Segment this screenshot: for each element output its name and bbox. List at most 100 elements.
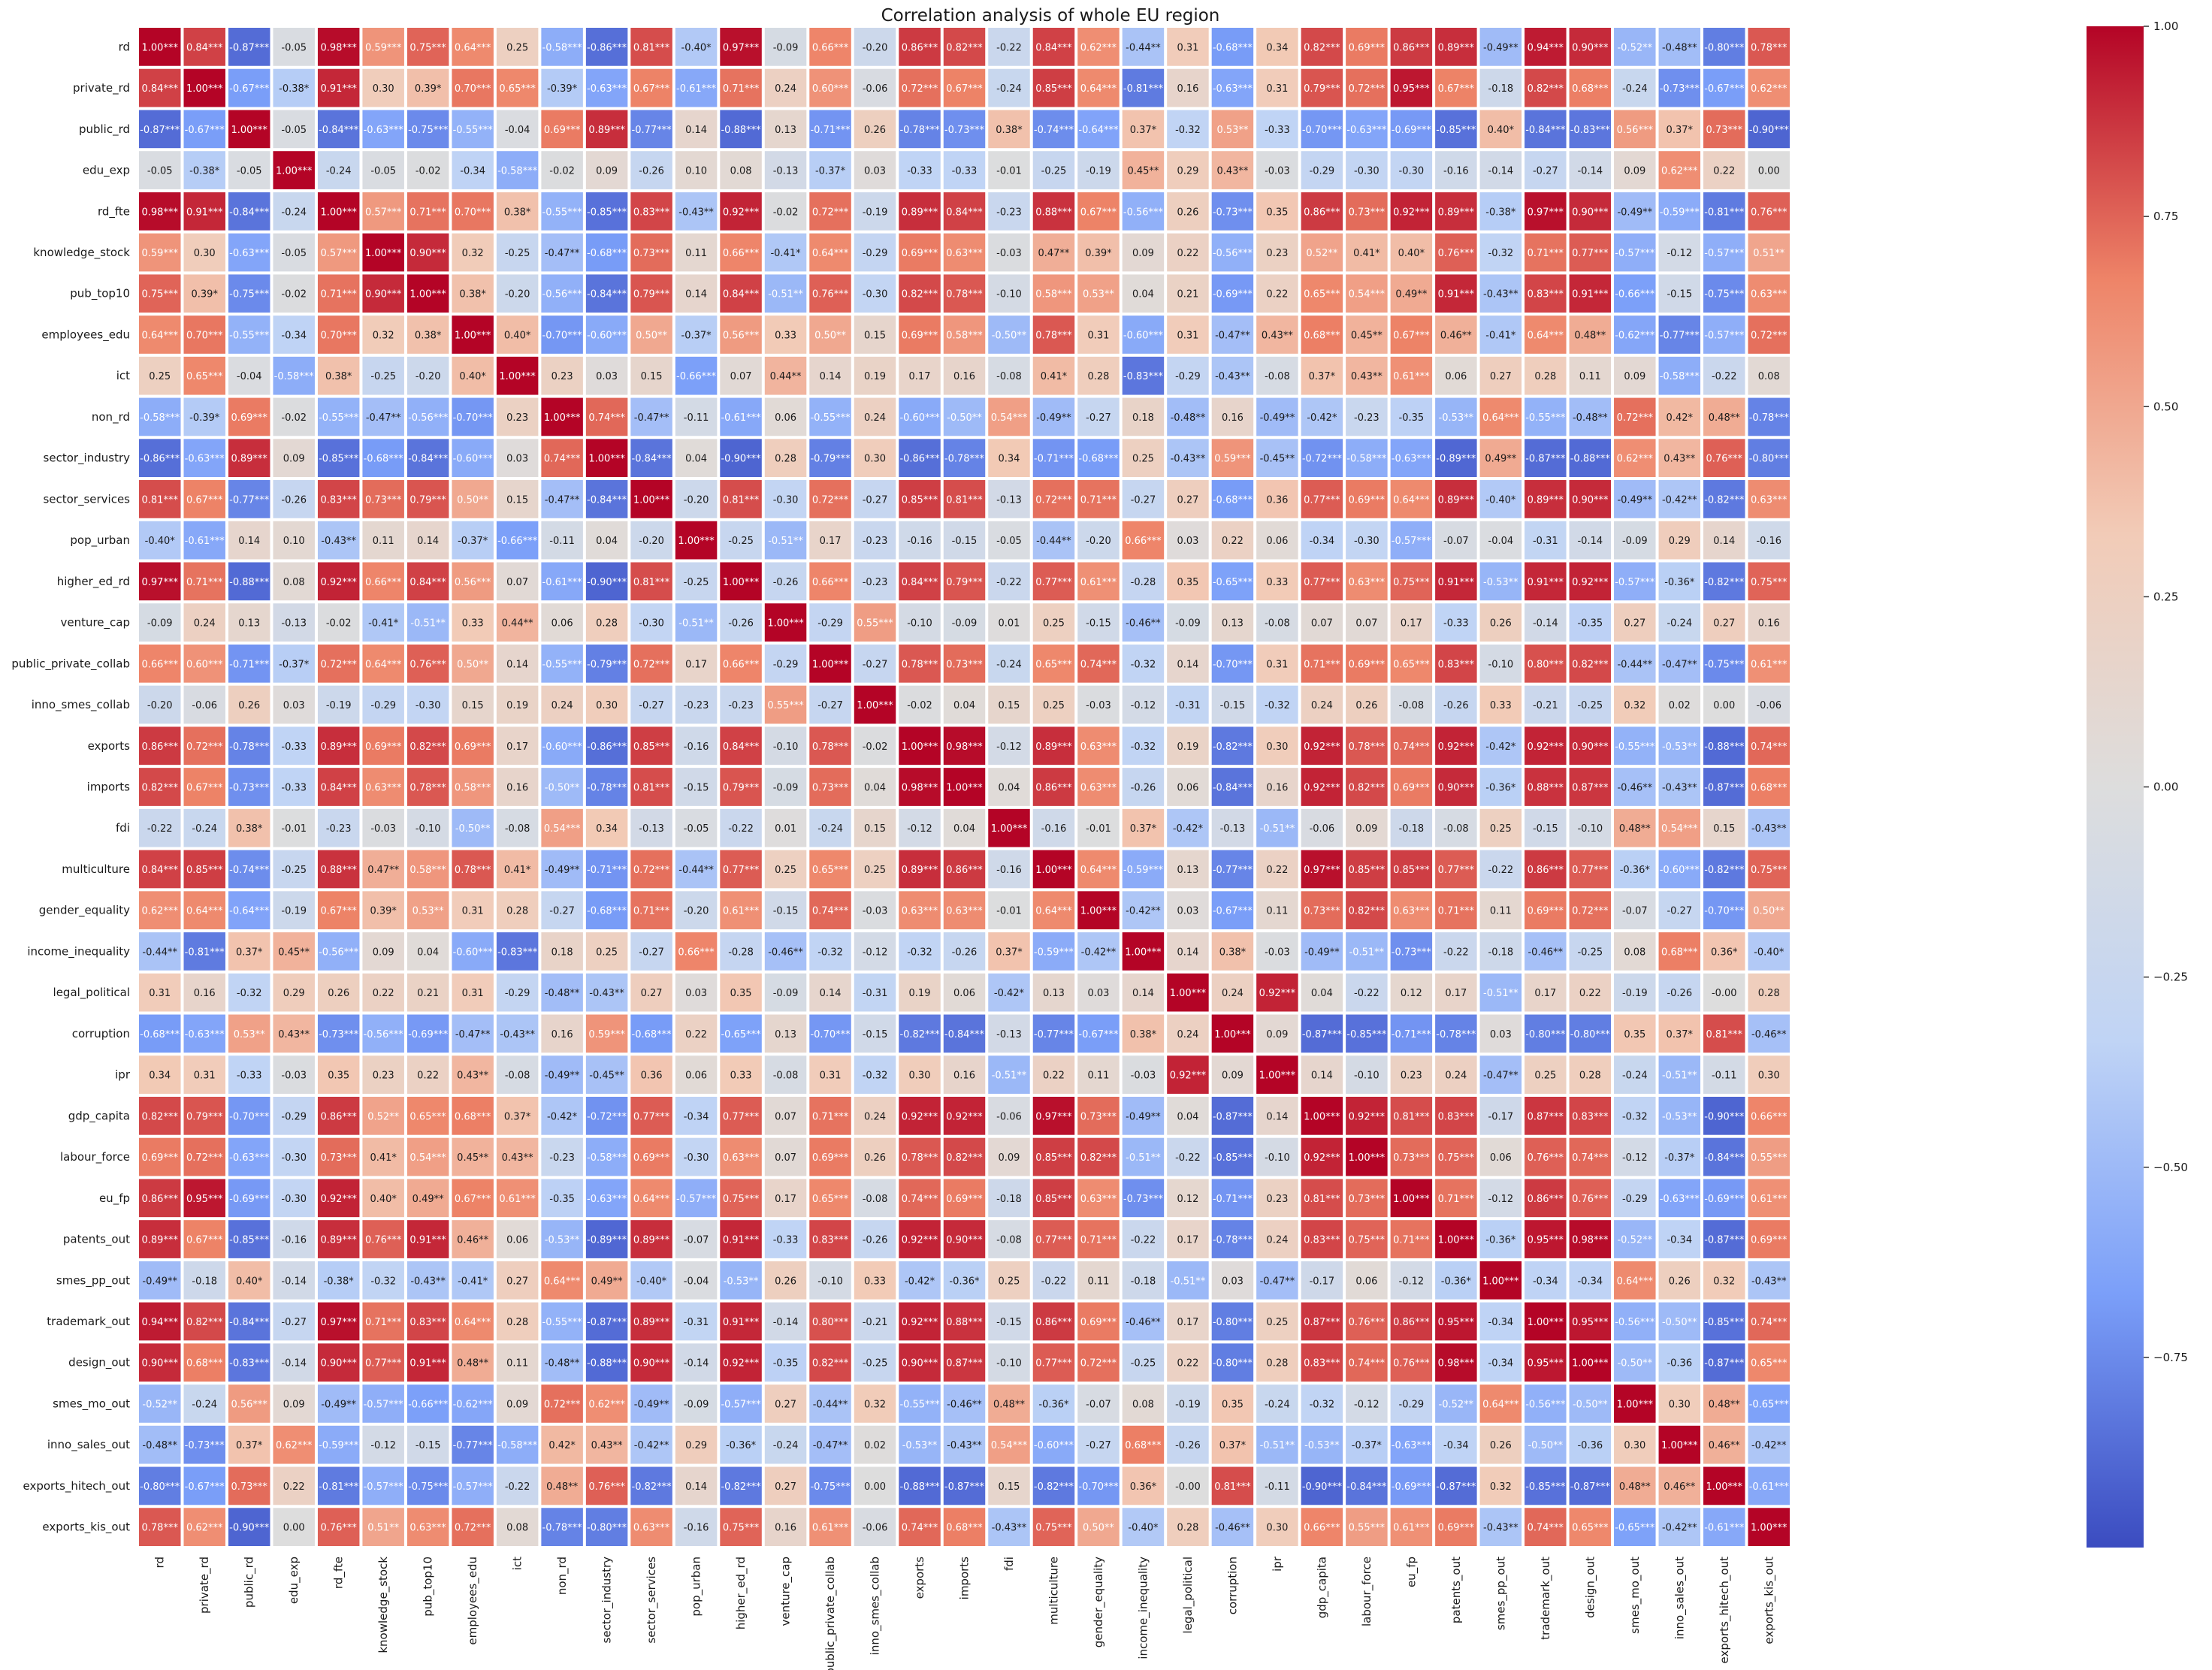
column-labels: rd private_rd public_rd edu_exp rd_fte knowle…: [153, 1556, 1777, 1670]
heatmap-cell: [720, 68, 762, 107]
column-label: sector_services: [645, 1557, 659, 1644]
heatmap-cell-label: 1.00***: [186, 83, 223, 95]
heatmap-cell-label: -0.43**: [1662, 783, 1697, 794]
heatmap-cell-label: 0.31: [462, 906, 484, 917]
heatmap-cell-label: 0.72***: [1617, 412, 1654, 424]
heatmap-cell-label: -0.14: [281, 1276, 307, 1287]
heatmap-cell: [854, 439, 896, 478]
heatmap-cell-label: 0.64***: [142, 330, 179, 341]
column-label: labour_force: [1360, 1557, 1374, 1626]
heatmap-cell-label: 0.04: [999, 783, 1020, 794]
heatmap-cell-label: 0.14: [820, 988, 842, 999]
heatmap-cell-label: 0.69***: [1080, 1317, 1117, 1328]
heatmap-cell-label: 0.24: [864, 412, 886, 424]
heatmap-cell-label: -0.31: [1175, 700, 1201, 711]
heatmap-cell-label: -0.26: [773, 577, 799, 588]
heatmap-cell-label: 0.65***: [1751, 1358, 1787, 1370]
heatmap-cell: [1256, 316, 1298, 354]
heatmap-cell-label: -0.60***: [453, 947, 494, 958]
heatmap-cell: [1167, 192, 1209, 231]
heatmap-cell-label: -0.20: [639, 536, 664, 547]
heatmap-cell-label: 0.17: [1401, 618, 1422, 630]
heatmap-cell-label: 0.69***: [1528, 906, 1564, 917]
heatmap-cell: [988, 233, 1030, 272]
heatmap-cell: [988, 28, 1030, 66]
heatmap-cell-label: 0.95***: [186, 1194, 223, 1205]
heatmap-cell-label: 0.59***: [365, 42, 402, 53]
heatmap-cell: [764, 151, 807, 189]
heatmap-cell-label: 0.28: [506, 1317, 528, 1328]
heatmap-cell-label: 0.21: [1177, 289, 1198, 300]
heatmap-cell: [228, 110, 270, 149]
heatmap-cell-label: -0.73***: [319, 1029, 359, 1040]
heatmap-cell-label: -0.68***: [1213, 42, 1253, 53]
row-label: design_out: [68, 1356, 130, 1370]
heatmap-cell-label: -0.15: [684, 783, 709, 794]
heatmap-cell-label: 0.67***: [186, 494, 223, 506]
heatmap-cell-label: 0.16: [1222, 412, 1243, 424]
heatmap-cell-label: -0.88***: [1570, 454, 1611, 465]
heatmap-cell-label: 0.98***: [946, 741, 983, 753]
heatmap-cell-label: -0.08: [1265, 618, 1290, 630]
heatmap-cell-label: 0.68***: [1572, 83, 1609, 95]
heatmap-cell-label: 0.76***: [1349, 1317, 1386, 1328]
heatmap-cell-label: 0.04: [1177, 1111, 1198, 1122]
heatmap-cell-label: 0.89***: [320, 741, 357, 753]
heatmap-cell-label: -0.33: [1265, 125, 1290, 136]
heatmap-cell-label: 0.12: [1177, 1194, 1198, 1205]
heatmap-cell-label: 0.75***: [142, 289, 179, 300]
heatmap-cell-label: 0.72***: [1035, 494, 1072, 506]
heatmap-cell-label: 0.41*: [504, 865, 531, 876]
heatmap-cell-label: -0.28: [1131, 577, 1156, 588]
heatmap-cell-label: 0.17: [909, 371, 931, 382]
heatmap-cell-label: 0.78***: [1035, 330, 1072, 341]
heatmap-cell-label: 0.89***: [633, 1317, 670, 1328]
heatmap-cell-label: -0.80***: [1570, 1029, 1611, 1040]
heatmap-cell-label: 0.82***: [186, 1317, 223, 1328]
heatmap-cell: [1077, 356, 1120, 395]
heatmap-cell: [585, 480, 628, 518]
heatmap-cell-label: -0.12: [1131, 700, 1156, 711]
heatmap-cell-label: -0.49**: [1260, 412, 1295, 424]
heatmap-cell-label: -0.47**: [1662, 659, 1697, 670]
heatmap-cell-label: -0.68***: [632, 1029, 672, 1040]
heatmap-cell-label: -0.36*: [1664, 577, 1695, 588]
heatmap-cell-label: -0.53**: [545, 1235, 580, 1246]
heatmap-cell-label: 0.84***: [902, 577, 938, 588]
heatmap-cell: [899, 356, 941, 395]
heatmap-cell: [183, 397, 225, 436]
heatmap-cell-label: -0.87***: [1704, 783, 1745, 794]
heatmap-cell-label: 0.63***: [1080, 1194, 1117, 1205]
heatmap-cell-label: 0.82***: [409, 741, 446, 753]
heatmap-cell-label: 0.81***: [633, 42, 670, 53]
heatmap-cell-label: 1.00***: [1438, 1235, 1475, 1246]
heatmap-cell-label: -0.75***: [1704, 289, 1745, 300]
heatmap-cell: [1211, 233, 1254, 272]
heatmap-cell-label: 0.25: [1132, 454, 1154, 465]
heatmap-cell-label: 0.77***: [1035, 1235, 1072, 1246]
heatmap-cell: [1390, 397, 1433, 436]
heatmap-cell-label: 0.61***: [1393, 1523, 1430, 1534]
heatmap-cell-label: 0.90***: [1572, 207, 1609, 218]
heatmap-cell: [541, 28, 583, 66]
heatmap-cell: [1390, 68, 1433, 107]
heatmap-cell-label: -0.61***: [1704, 1523, 1745, 1534]
heatmap-cell-label: -0.40*: [636, 1276, 667, 1287]
heatmap-cell-label: -0.80***: [1525, 1029, 1566, 1040]
heatmap-cell: [1211, 110, 1254, 149]
heatmap-cell-label: -0.70***: [1302, 125, 1343, 136]
heatmap-cell: [1032, 110, 1075, 149]
heatmap-cell-label: 0.65***: [499, 83, 536, 95]
heatmap-cell-label: -0.60***: [1034, 1440, 1074, 1451]
heatmap-cell: [139, 356, 181, 395]
heatmap-cell-label: 0.98***: [142, 207, 179, 218]
heatmap-cell-label: -0.88***: [899, 1481, 940, 1493]
heatmap-cell-label: 0.66***: [1751, 1111, 1787, 1122]
heatmap-cell-label: 0.25: [506, 42, 528, 53]
heatmap-cell: [362, 151, 404, 189]
heatmap-cell-label: -0.43**: [321, 536, 356, 547]
column-label: patents_out: [1449, 1557, 1464, 1623]
heatmap-cell-label: -0.25: [1131, 1358, 1156, 1370]
heatmap-cell-label: -0.32: [863, 1071, 888, 1082]
